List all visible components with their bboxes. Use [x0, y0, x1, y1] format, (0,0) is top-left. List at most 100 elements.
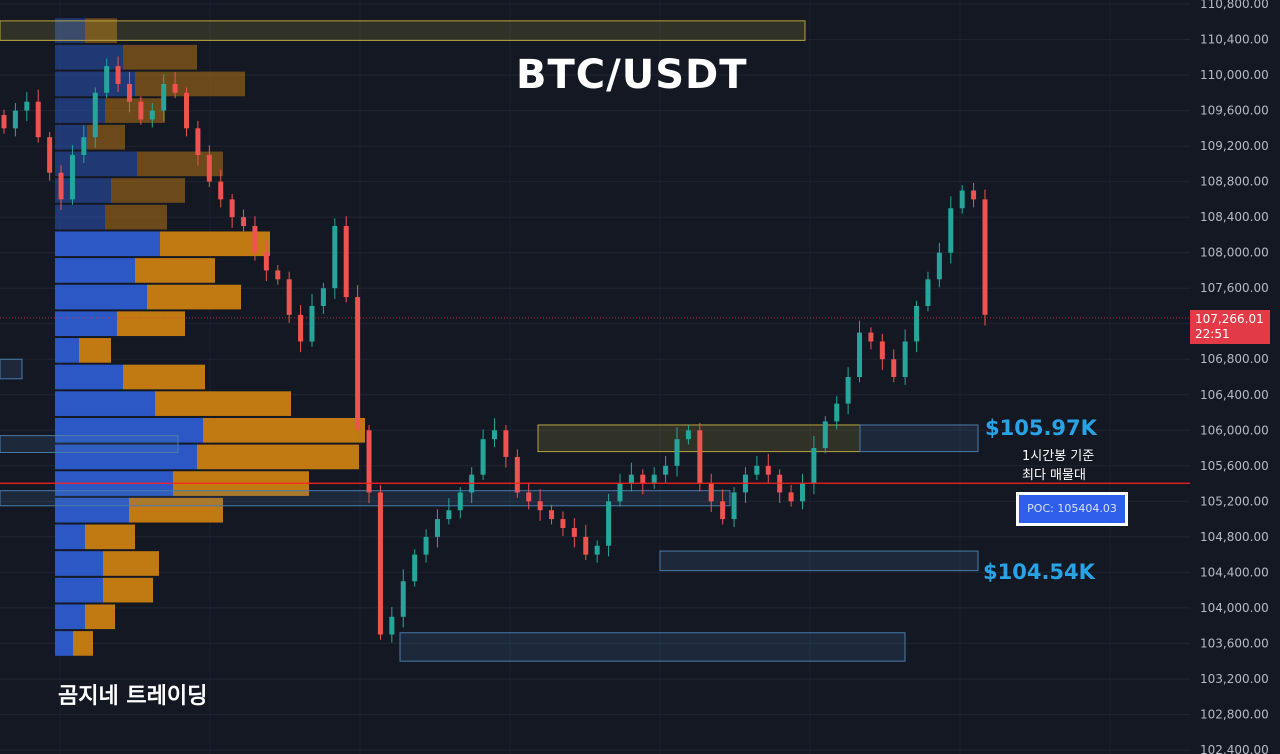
volume-buy-bar — [55, 231, 160, 257]
poc-note-line-2: 최다 매물대 — [1022, 468, 1086, 483]
price-tick-label: 108,800.00 — [1200, 175, 1269, 189]
price-tick-label: 107,600.00 — [1200, 281, 1269, 295]
candle-body — [115, 66, 121, 84]
price-zone — [659, 550, 979, 572]
candle-body — [275, 270, 281, 280]
price-tick-label: 105,600.00 — [1200, 459, 1269, 473]
price-tick-label: 110,400.00 — [1200, 33, 1269, 47]
volume-buy-bar — [55, 577, 103, 603]
volume-sell-bar — [87, 124, 125, 150]
candle-body — [948, 208, 954, 253]
price-tick-label: 106,400.00 — [1200, 388, 1269, 402]
price-tick-label: 102,400.00 — [1200, 743, 1269, 754]
volume-buy-bar — [55, 311, 117, 337]
price-axis[interactable]: 110,800.00 110,400.00 110,000.00 109,600.00… — [1200, 0, 1269, 754]
volume-sell-bar — [73, 631, 93, 656]
level-label-upper: $105.97K — [985, 416, 1097, 440]
candle-body — [343, 226, 349, 298]
candle-body — [640, 474, 646, 484]
price-tick-label: 102,800.00 — [1200, 707, 1269, 721]
candle-body — [514, 456, 520, 493]
candle-body — [537, 501, 543, 511]
volume-sell-bar — [85, 604, 115, 630]
candle-body — [663, 465, 669, 475]
candle-body — [161, 83, 167, 111]
volume-sell-bar — [111, 178, 185, 203]
price-tick-label: 104,800.00 — [1200, 530, 1269, 544]
candle-body — [332, 226, 338, 289]
volume-sell-bar — [123, 44, 197, 70]
candle-body — [697, 430, 703, 484]
volume-buy-bar — [55, 284, 147, 310]
candle-body — [218, 181, 224, 200]
poc-note-line-1: 1시간봉 기준 — [1022, 449, 1095, 464]
candle-body — [708, 483, 714, 502]
candle-body — [172, 83, 178, 93]
candle-body — [492, 430, 497, 440]
price-tick-label: 108,000.00 — [1200, 246, 1269, 260]
candle-body — [457, 492, 463, 511]
volume-buy-bar — [55, 44, 123, 70]
volume-sell-bar — [79, 338, 111, 363]
price-tick-label: 110,000.00 — [1200, 68, 1269, 82]
price-zone — [859, 424, 979, 453]
candle-body — [12, 110, 18, 129]
volume-buy-bar — [55, 178, 111, 203]
volume-buy-bar — [55, 18, 85, 43]
last-price: 107,266.01 — [1195, 312, 1264, 326]
candle-body — [286, 279, 292, 315]
price-zone — [0, 358, 23, 380]
candle-body — [822, 421, 828, 449]
volume-sell-bar — [135, 71, 245, 97]
candle-body — [434, 519, 440, 537]
candle-body — [560, 519, 566, 528]
volume-sell-bar — [103, 551, 159, 576]
candle-body — [206, 154, 212, 182]
volume-buy-bar — [55, 604, 85, 630]
volume-sell-bar — [203, 417, 365, 443]
candle-body — [914, 305, 920, 342]
candle-body — [58, 172, 64, 200]
volume-sell-bar — [129, 497, 223, 523]
candle-body — [936, 252, 942, 280]
price-tick-label: 106,000.00 — [1200, 423, 1269, 437]
volume-buy-bar — [55, 338, 79, 363]
candle-body — [229, 199, 235, 218]
candle-body — [902, 341, 908, 377]
candle-body — [47, 137, 53, 173]
candle-body — [412, 554, 418, 582]
candle-body — [446, 510, 452, 520]
candle-body — [252, 226, 258, 253]
candle-body — [195, 128, 201, 155]
candle-body — [925, 279, 931, 306]
price-zone — [0, 435, 179, 453]
volume-buy-bar — [55, 497, 129, 523]
candle-body — [720, 501, 726, 520]
candle-body — [69, 154, 75, 200]
volume-buy-bar — [55, 551, 103, 576]
candle-body — [366, 430, 372, 493]
volume-buy-bar — [55, 364, 123, 390]
candle-body — [594, 545, 600, 555]
volume-sell-bar — [105, 98, 165, 123]
candle-body — [298, 314, 304, 342]
candle-body — [754, 465, 760, 475]
candle-body — [685, 430, 691, 440]
price-tick-label: 109,200.00 — [1200, 139, 1269, 153]
volume-sell-bar — [135, 258, 215, 283]
candle-body — [320, 288, 326, 306]
volume-buy-bar — [55, 444, 197, 470]
price-zone — [0, 490, 731, 507]
candle-body — [184, 92, 190, 129]
volume-sell-bar — [105, 204, 167, 230]
candle-body — [811, 448, 817, 484]
candle-body — [617, 483, 623, 502]
candle-body — [400, 581, 406, 617]
candle-body — [263, 252, 269, 271]
candle-body — [241, 217, 247, 227]
candle-body — [583, 536, 589, 555]
volume-buy-bar — [55, 524, 85, 550]
volume-sell-bar — [147, 284, 241, 310]
volume-sell-bar — [160, 231, 270, 257]
